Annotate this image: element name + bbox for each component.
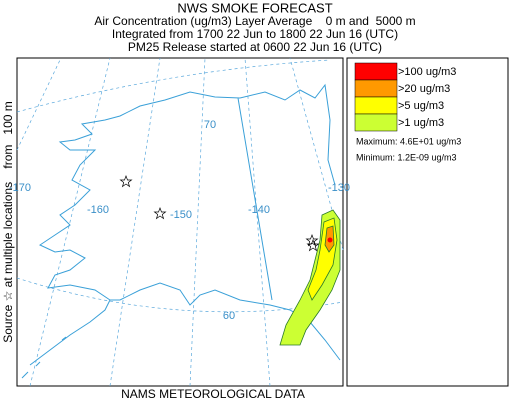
legend-label: >20 ug/m3: [398, 83, 450, 95]
subtitle: Air Concentration (ug/m3) Layer Average …: [94, 14, 415, 28]
map-label: -150: [170, 209, 192, 221]
map-label: -140: [248, 204, 270, 216]
map-label: -170: [9, 182, 31, 194]
coastline: [29, 83, 341, 366]
map-label: 60: [223, 310, 235, 322]
side-label: Source ☆ at multiple locations from 100 …: [1, 101, 15, 343]
legend-label: >100 ug/m3: [398, 66, 456, 78]
legend-label: >5 ug/m3: [398, 100, 444, 112]
graticule: [16, 57, 344, 387]
aleutians: [21, 336, 67, 379]
map: [16, 57, 344, 387]
maximum: Maximum: 4.6E+01 ug/m3: [356, 136, 461, 146]
legend-swatch: [354, 96, 398, 115]
map-label: -160: [87, 204, 109, 216]
footer: NAMS METEOROLOGICAL DATA: [121, 387, 305, 401]
legend-label: >1 ug/m3: [398, 117, 444, 129]
sources: [119, 175, 320, 252]
title: NWS SMOKE FORECAST: [177, 0, 332, 15]
legend-swatch: [354, 62, 398, 81]
minimum: Minimum: 1.2E-09 ug/m3: [356, 152, 457, 162]
legend-swatch: [354, 113, 398, 132]
map-label: -130: [328, 182, 350, 194]
plume-100: [327, 237, 333, 243]
map-label: 70: [204, 119, 216, 131]
legend-swatch: [354, 79, 398, 98]
subtitle: PM25 Release started at 0600 22 Jun 16 (…: [128, 40, 382, 54]
subtitle: Integrated from 1700 22 Jun to 1800 22 J…: [112, 27, 398, 41]
